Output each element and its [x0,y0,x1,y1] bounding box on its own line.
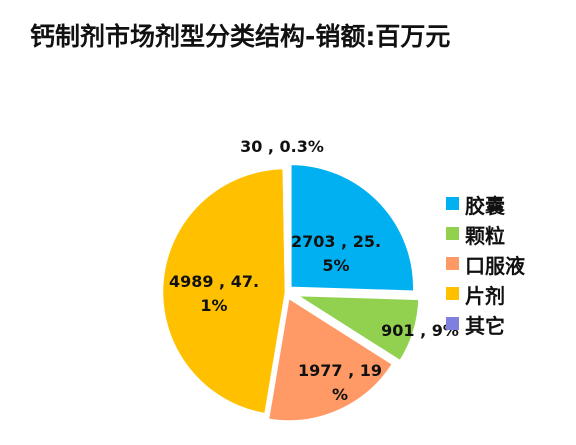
legend: 胶囊 颗粒 口服液 片剂 其它 [446,194,526,338]
legend-label: 胶囊 [465,194,505,218]
legend-swatch [446,197,459,210]
legend-swatch [446,227,459,240]
slice-capsule [289,162,416,294]
label-oral-liquid: 1977 , 19% [298,361,382,404]
slice-other [282,166,288,293]
legend-label: 颗粒 [465,224,505,248]
legend-label: 片剂 [465,284,505,308]
legend-swatch [446,287,459,300]
pie-slices [160,162,421,423]
label-other: 30 , 0.3% [240,137,324,156]
slice-tablet [160,166,288,416]
chart-title: 钙制剂市场剂型分类结构-销额:百万元 [30,22,450,51]
label-tablet: 4989 , 47. 1% [169,272,259,315]
legend-item-oral-liquid: 口服液 [446,254,526,278]
legend-item-other: 其它 [446,314,505,338]
legend-label: 其它 [465,314,505,338]
slice-oral-liquid [266,295,395,423]
legend-label: 口服液 [465,254,526,278]
legend-swatch [446,317,459,330]
label-capsule: 2703 , 25. 5% [291,232,381,275]
legend-item-tablet: 片剂 [446,284,505,308]
data-labels: 2703 , 25. 5% 901 , 9% 1977 , 19 % 4989 , 47.… [169,137,459,404]
label-granule: 901 , 9% [381,321,459,340]
slice-granule [291,293,421,364]
legend-swatch [446,257,459,270]
legend-item-capsule: 胶囊 [446,194,505,218]
legend-item-granule: 颗粒 [446,224,505,248]
